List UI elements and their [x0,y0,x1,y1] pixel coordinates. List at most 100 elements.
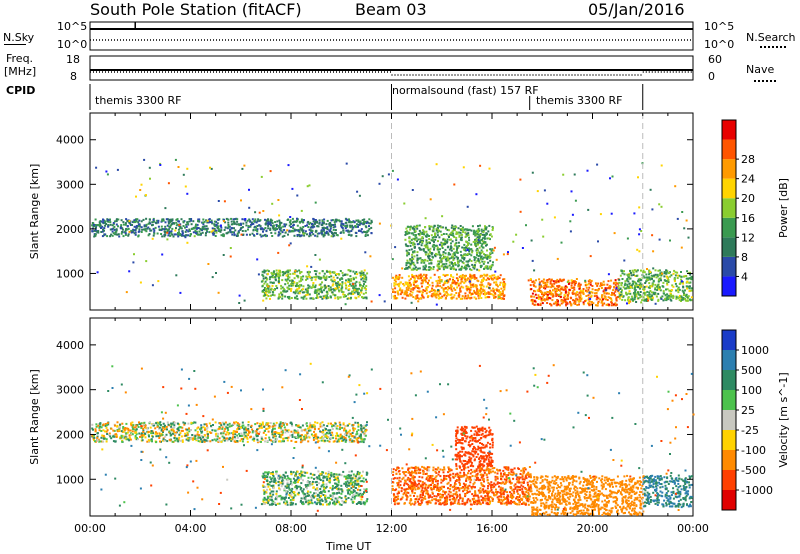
data-cell [395,274,398,277]
data-cell [288,279,291,282]
data-cell [174,433,177,436]
data-cell [490,235,493,238]
data-cell [322,434,325,437]
data-cell [324,286,327,289]
nsky-tick-top: 10^5 [57,20,88,33]
data-cell [443,294,446,297]
data-cell [597,300,600,303]
data-cell [643,271,646,274]
data-cell [188,230,191,232]
data-cell [550,304,553,307]
data-cell [599,213,602,216]
data-cell [96,271,99,274]
nave-tick-bottom: 0 [708,70,715,83]
data-cell [476,279,479,282]
data-cell [352,283,355,286]
data-cell [643,293,646,296]
data-cell [299,226,302,229]
data-cell [134,437,137,440]
data-cell [676,277,679,279]
data-cell [457,264,460,267]
data-cell [434,238,437,241]
data-cell [405,232,408,235]
data-cell [315,270,318,273]
data-cell [485,226,488,229]
data-cell [206,425,208,428]
data-cell [336,234,339,236]
data-cell [661,285,664,288]
data-cell [177,429,180,432]
data-cell [333,287,336,290]
data-cell [203,434,206,437]
data-cell [632,271,635,274]
data-cell [397,293,400,296]
data-cell [647,286,650,289]
data-cell [549,302,551,305]
data-cell [614,279,617,282]
data-cell [453,294,456,297]
data-cell [270,224,272,227]
data-cell [406,245,409,248]
data-cell [321,435,324,438]
data-cell [266,283,269,286]
data-cell [263,287,266,289]
data-cell [546,279,549,281]
data-cell [162,438,165,441]
data-cell [348,288,351,291]
data-cell [289,242,292,245]
data-cell [414,230,417,233]
data-cell [683,298,686,301]
data-cell [489,259,492,262]
data-cell [210,167,213,170]
data-cell [110,437,113,440]
data-cell [296,289,299,292]
data-cell [669,275,671,278]
data-cell [302,231,304,234]
data-cell [487,237,490,240]
data-cell [350,230,353,232]
data-cell [416,258,419,261]
data-cell [135,226,138,229]
data-cell [283,229,286,231]
data-cell [238,294,241,297]
data-cell [542,235,545,238]
data-cell [145,217,148,220]
data-cell [432,228,435,231]
data-cell [552,280,555,283]
data-cell [206,426,209,429]
data-cell [459,282,462,285]
data-cell [586,290,589,293]
data-cell [123,429,126,432]
data-cell [595,282,598,285]
data-cell [179,432,182,435]
data-cell [451,240,454,243]
data-cell [428,225,431,228]
data-cell [653,274,655,277]
data-cell [298,269,301,272]
data-cell [442,233,445,235]
data-cell [115,233,118,236]
cpid-label: CPID [6,84,36,97]
data-cell [344,437,347,440]
data-cell [490,266,493,269]
data-cell [451,230,454,233]
data-cell [177,228,180,231]
data-cell [433,240,435,243]
data-cell [405,244,408,247]
data-cell [316,296,319,299]
data-cell [593,295,596,298]
data-cell [202,426,205,429]
data-cell [201,231,204,234]
data-cell [424,259,427,262]
data-cell [425,292,428,295]
data-cell [391,258,394,261]
data-cell [685,275,688,277]
data-cell [478,229,481,232]
data-cell [256,441,259,444]
data-cell [468,236,470,239]
data-cell [314,290,317,293]
data-cell [99,425,102,428]
cpid-segment-2: normalsound (fast) 157 RF [392,84,539,97]
data-cell [500,293,503,296]
data-cell [184,226,186,229]
